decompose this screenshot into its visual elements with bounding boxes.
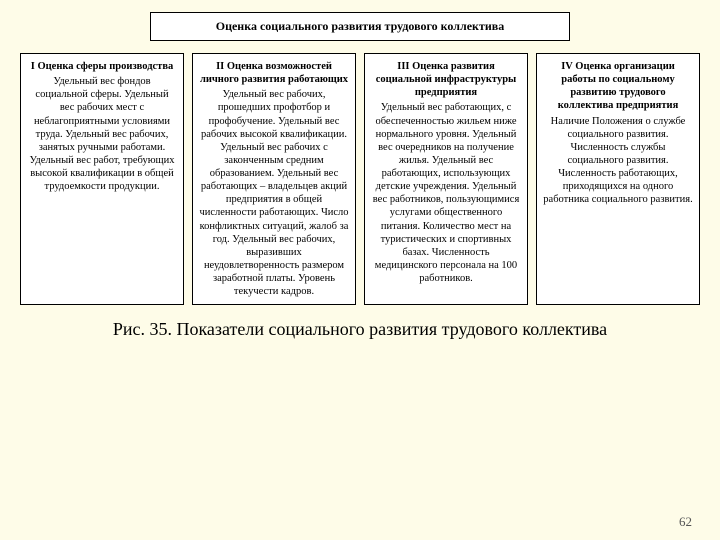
column-2-title: II Оценка возможностей личного развития … [199,60,349,86]
column-4: IV Оценка организации работы по социальн… [536,53,700,305]
diagram-header: Оценка социального развития трудового ко… [150,12,570,41]
column-3-title: III Оценка развития социальной инфрастру… [371,60,521,99]
column-1-body: Удельный вес фондов социальной сферы. Уд… [29,76,174,192]
column-2: II Оценка возможностей личного развития … [192,53,356,305]
column-4-title: IV Оценка организации работы по социальн… [543,60,693,113]
column-3: III Оценка развития социальной инфрастру… [364,53,528,305]
column-2-body: Удельный вес рабочих, прошедших профотбо… [199,89,348,297]
figure-caption: Рис. 35. Показатели социального развития… [20,319,700,340]
columns-container: I Оценка сферы производства Удельный вес… [20,53,700,305]
column-3-body: Удельный вес работающих, с обеспеченност… [373,102,520,284]
column-1: I Оценка сферы производства Удельный вес… [20,53,184,305]
page-number: 62 [679,514,692,530]
column-4-body: Наличие Положения о службе социального р… [543,116,692,206]
column-1-title: I Оценка сферы производства [27,60,177,73]
